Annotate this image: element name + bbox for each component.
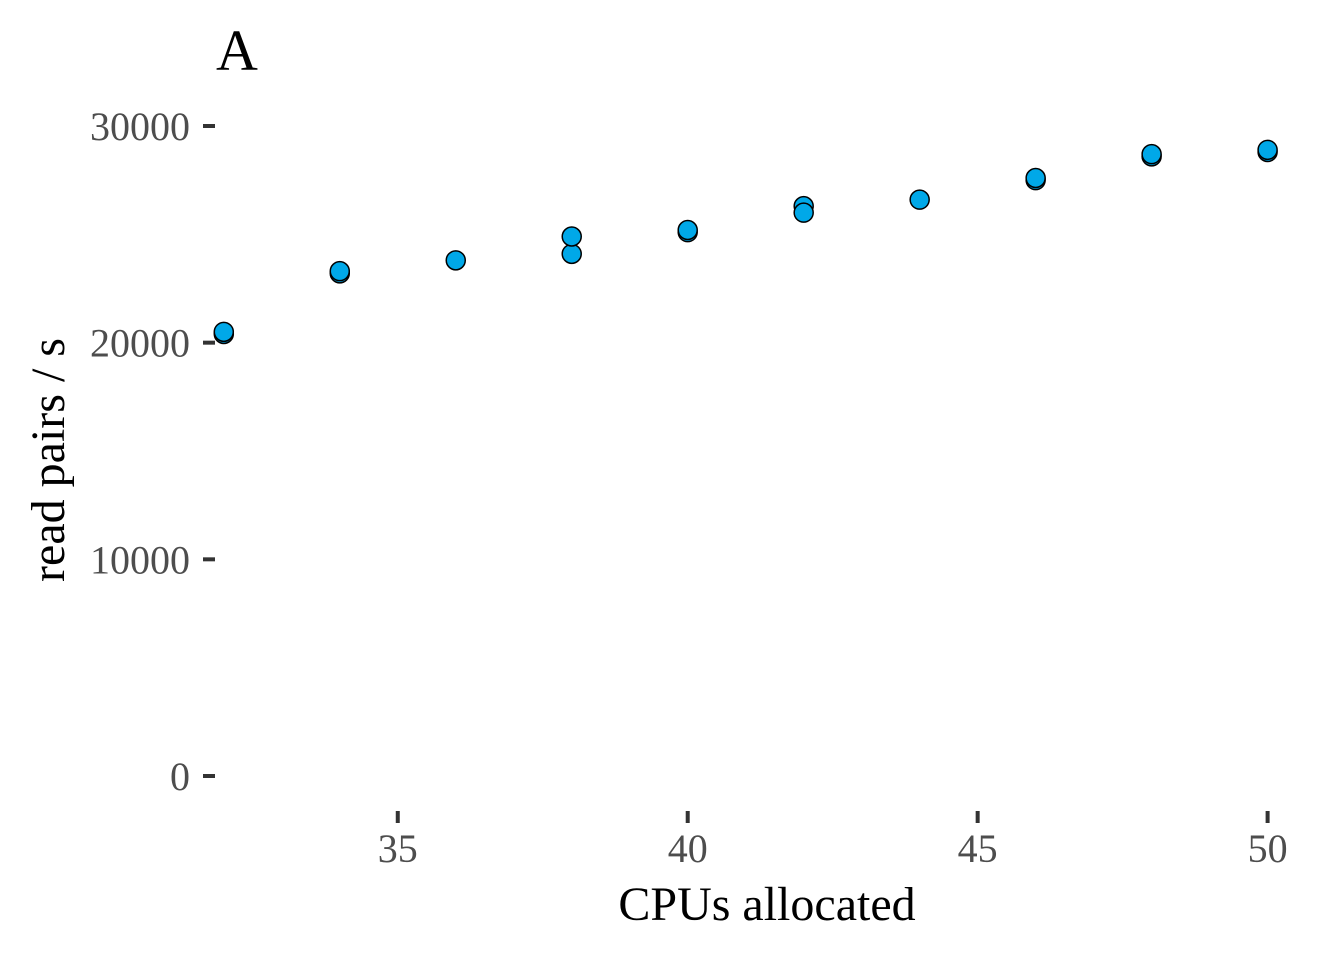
data-point: [677, 219, 698, 241]
y-tick-label: 10000: [90, 537, 190, 582]
y-axis-title: read pairs / s: [22, 338, 75, 582]
y-tick-label: 30000: [90, 104, 190, 149]
data-point: [561, 226, 582, 247]
data-point: [1141, 143, 1162, 165]
x-tick-label: 50: [1248, 826, 1288, 871]
panel-tag: A: [216, 18, 258, 83]
y-axis: 0 10000 20000 30000: [90, 104, 215, 799]
y-tick-label: 20000: [90, 321, 190, 366]
data-point: [1257, 139, 1278, 161]
data-point: [329, 260, 351, 282]
data-point: [1025, 167, 1046, 189]
data-point: [909, 189, 930, 210]
x-tick-label: 45: [958, 826, 998, 871]
data-point: [561, 243, 582, 265]
data-point: [213, 321, 235, 343]
y-tick-label: 0: [170, 754, 190, 799]
data-point: [445, 250, 467, 271]
x-tick-label: 40: [668, 826, 708, 871]
data-points: [213, 139, 1278, 345]
x-axis: 35 40 45 50: [378, 811, 1288, 871]
x-tick-label: 35: [378, 826, 418, 871]
data-point: [793, 202, 814, 223]
x-axis-title: CPUs allocated: [618, 878, 915, 931]
